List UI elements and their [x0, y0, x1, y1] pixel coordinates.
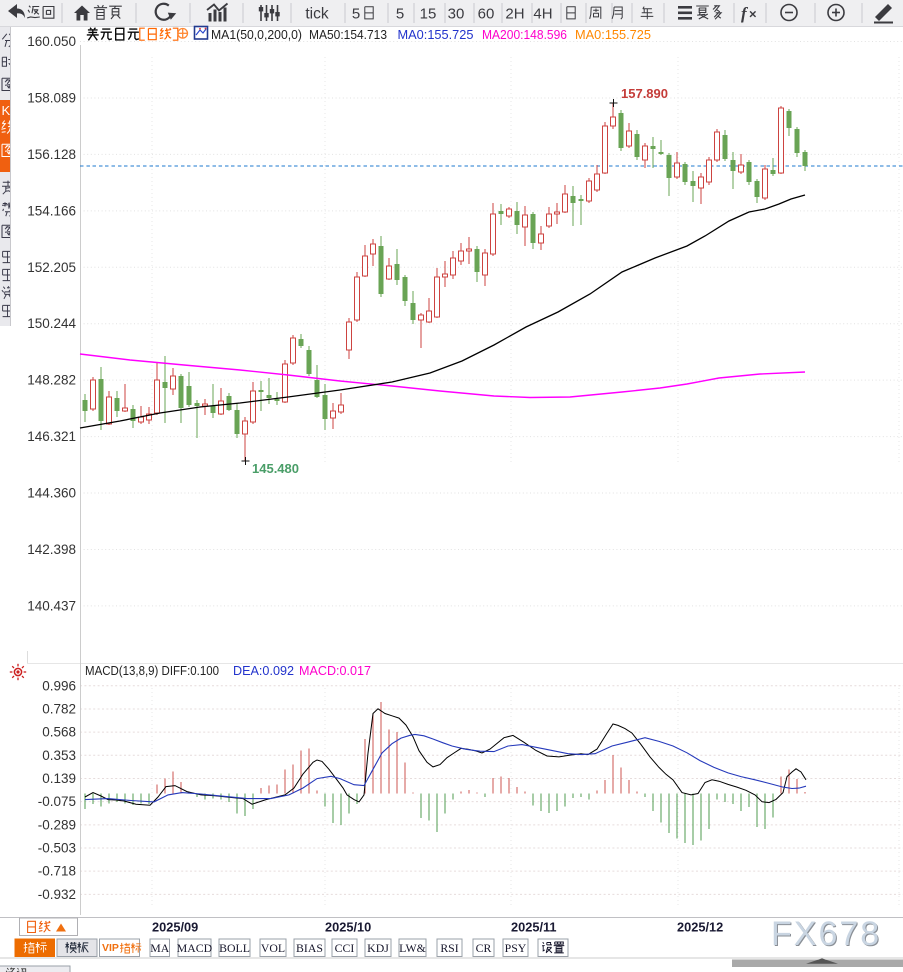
- svg-text:MA0:155.725: MA0:155.725: [575, 28, 651, 42]
- svg-text:2025/10: 2025/10: [325, 920, 371, 935]
- svg-text:0.782: 0.782: [42, 701, 76, 716]
- svg-text:VOL: VOL: [261, 941, 285, 955]
- svg-text:DEA:0.092: DEA:0.092: [233, 664, 294, 678]
- svg-text:0.353: 0.353: [42, 748, 76, 763]
- svg-text:MA0:155.725: MA0:155.725: [398, 28, 474, 42]
- svg-text:BOLL: BOLL: [219, 941, 250, 955]
- svg-text:-0.289: -0.289: [38, 817, 76, 832]
- svg-text:CR: CR: [476, 941, 492, 955]
- svg-text:FX678: FX678: [771, 915, 881, 953]
- svg-text:5: 5: [352, 6, 360, 23]
- svg-text:MACD: MACD: [177, 941, 213, 955]
- svg-text:4H: 4H: [533, 6, 552, 23]
- svg-text:MA200:148.596: MA200:148.596: [482, 28, 567, 42]
- svg-text:×: ×: [749, 7, 757, 22]
- svg-text:MA1(50,0,200,0): MA1(50,0,200,0): [211, 28, 302, 42]
- svg-text:5: 5: [396, 6, 404, 23]
- svg-text:PSY: PSY: [505, 941, 527, 955]
- svg-text:0.568: 0.568: [42, 725, 76, 740]
- svg-text:2025/11: 2025/11: [511, 920, 557, 935]
- svg-text:MACD(13,8,9) DIFF:0.100: MACD(13,8,9) DIFF:0.100: [85, 664, 219, 678]
- svg-text:15: 15: [420, 6, 437, 23]
- svg-text:FX678: FX678: [772, 916, 882, 954]
- svg-text:-0.503: -0.503: [38, 840, 76, 855]
- svg-text:150.244: 150.244: [27, 316, 76, 331]
- svg-text:30: 30: [448, 6, 465, 23]
- svg-text:160.050: 160.050: [27, 34, 76, 49]
- svg-text:0.996: 0.996: [42, 678, 76, 693]
- svg-text:2H: 2H: [505, 6, 524, 23]
- svg-text:60: 60: [478, 6, 495, 23]
- svg-text:tick: tick: [305, 6, 329, 23]
- svg-text:-0.075: -0.075: [38, 794, 76, 809]
- svg-text:140.437: 140.437: [27, 598, 76, 613]
- svg-text:157.890: 157.890: [621, 86, 668, 101]
- svg-text:146.321: 146.321: [27, 429, 76, 444]
- svg-text:CCI: CCI: [335, 941, 355, 955]
- svg-text:2025/09: 2025/09: [152, 920, 198, 935]
- svg-text:MA: MA: [150, 941, 169, 955]
- svg-text:K: K: [2, 103, 11, 118]
- svg-text:KDJ: KDJ: [367, 941, 389, 955]
- svg-text:156.128: 156.128: [27, 147, 76, 162]
- svg-text:152.205: 152.205: [27, 260, 76, 275]
- svg-text:f: f: [741, 4, 749, 23]
- svg-text:VIP: VIP: [102, 942, 119, 954]
- svg-text:0.139: 0.139: [42, 771, 76, 786]
- svg-text:145.480: 145.480: [252, 461, 299, 476]
- svg-text:MACD:0.017: MACD:0.017: [299, 664, 371, 678]
- svg-text:-0.932: -0.932: [38, 887, 76, 902]
- svg-text:148.282: 148.282: [27, 373, 76, 388]
- svg-text:BIAS: BIAS: [296, 941, 323, 955]
- svg-text:142.398: 142.398: [27, 542, 76, 557]
- svg-text:154.166: 154.166: [27, 203, 76, 218]
- svg-text:-0.718: -0.718: [38, 864, 76, 879]
- svg-text:MA50:154.713: MA50:154.713: [309, 28, 387, 42]
- svg-text:RSI: RSI: [440, 941, 458, 955]
- svg-text:158.089: 158.089: [27, 90, 76, 105]
- svg-text:LW&: LW&: [399, 941, 426, 955]
- svg-text:144.360: 144.360: [27, 486, 76, 501]
- svg-text:2025/12: 2025/12: [677, 920, 723, 935]
